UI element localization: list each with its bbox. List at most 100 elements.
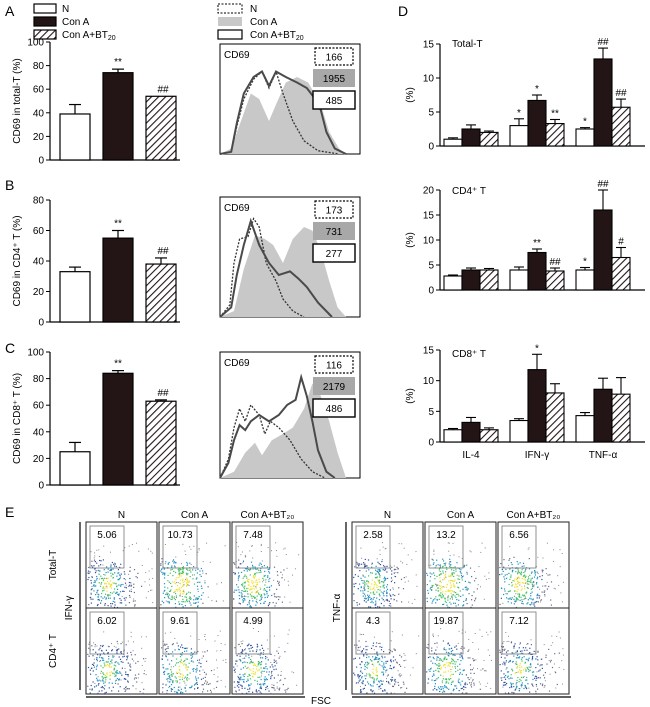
panel-letter-d: D bbox=[398, 3, 408, 19]
cell-event-dot bbox=[370, 677, 372, 679]
cell-event-dot bbox=[260, 594, 263, 596]
cell-event-dot bbox=[189, 576, 191, 578]
cell-event-dot bbox=[98, 570, 100, 572]
cell-event-dot bbox=[160, 604, 162, 606]
cell-event-dot bbox=[265, 581, 267, 583]
cell-event-dot bbox=[372, 642, 375, 644]
cell-event-dot bbox=[512, 584, 514, 586]
cell-event-dot bbox=[93, 584, 95, 586]
cell-event-dot bbox=[394, 659, 396, 661]
cell-event-dot bbox=[94, 552, 96, 554]
cell-event-dot bbox=[175, 606, 177, 608]
cell-event-dot bbox=[99, 660, 101, 662]
cell-event-dot bbox=[117, 569, 119, 571]
cell-event-dot bbox=[456, 593, 458, 595]
cell-event-dot bbox=[245, 655, 247, 657]
cell-event-dot bbox=[167, 673, 169, 675]
cell-event-dot bbox=[433, 553, 435, 555]
cell-event-dot bbox=[521, 650, 523, 652]
cell-event-dot bbox=[389, 667, 391, 669]
cell-event-dot bbox=[92, 663, 94, 665]
cell-event-dot bbox=[452, 649, 454, 652]
cell-event-dot bbox=[455, 596, 457, 599]
cell-event-dot bbox=[451, 575, 453, 577]
cell-event-dot bbox=[381, 655, 383, 657]
mfi-value-n: 166 bbox=[326, 53, 343, 64]
cell-event-dot bbox=[112, 573, 114, 575]
cell-event-dot bbox=[465, 692, 467, 694]
cell-event-dot bbox=[511, 677, 513, 679]
cell-event-dot bbox=[523, 565, 525, 567]
cell-event-dot bbox=[524, 570, 526, 573]
cell-event-dot bbox=[129, 663, 131, 665]
cell-event-dot bbox=[464, 683, 466, 685]
cell-event-dot bbox=[501, 679, 503, 681]
cell-event-dot bbox=[372, 656, 374, 658]
cell-event-dot bbox=[102, 644, 104, 647]
cell-event-dot bbox=[259, 683, 261, 685]
mfi-value-conabt: 486 bbox=[326, 404, 343, 415]
cell-event-dot bbox=[278, 598, 280, 601]
cell-event-dot bbox=[544, 672, 546, 674]
cell-event-dot bbox=[458, 681, 460, 683]
cell-event-dot bbox=[192, 574, 194, 576]
cell-event-dot bbox=[517, 571, 519, 573]
cell-event-dot bbox=[432, 600, 434, 602]
cell-event-dot bbox=[532, 684, 534, 686]
cell-event-dot bbox=[252, 670, 254, 673]
y-axis-label: (%) bbox=[405, 388, 416, 404]
cell-event-dot bbox=[239, 659, 241, 661]
cell-event-dot bbox=[446, 583, 448, 586]
cell-event-dot bbox=[471, 669, 473, 671]
cell-event-dot bbox=[457, 593, 459, 595]
cell-event-dot bbox=[239, 677, 241, 679]
cell-event-dot bbox=[260, 602, 262, 605]
cell-event-dot bbox=[546, 573, 548, 575]
cell-event-dot bbox=[190, 635, 192, 637]
cell-event-dot bbox=[499, 651, 501, 654]
y-tick-label: 20 bbox=[33, 287, 45, 298]
cell-event-dot bbox=[373, 596, 375, 599]
cell-event-dot bbox=[539, 669, 541, 671]
cell-event-dot bbox=[388, 652, 391, 654]
cell-event-dot bbox=[461, 577, 463, 579]
cell-event-dot bbox=[386, 592, 388, 595]
bar bbox=[145, 263, 177, 323]
cell-event-dot bbox=[261, 596, 263, 598]
cell-event-dot bbox=[405, 659, 407, 661]
cell-event-dot bbox=[234, 671, 236, 673]
cell-event-dot bbox=[361, 579, 363, 582]
cell-event-dot bbox=[372, 645, 374, 647]
cell-event-dot bbox=[376, 677, 378, 679]
cell-event-dot bbox=[222, 659, 224, 661]
cell-event-dot bbox=[451, 647, 453, 649]
cell-event-dot bbox=[448, 550, 450, 552]
cell-event-dot bbox=[482, 668, 484, 670]
cell-event-dot bbox=[449, 665, 451, 667]
cell-event-dot bbox=[503, 588, 506, 590]
cell-event-dot bbox=[173, 666, 175, 668]
cell-event-dot bbox=[513, 655, 515, 657]
cell-event-dot bbox=[542, 683, 544, 685]
cell-event-dot bbox=[379, 549, 381, 551]
cell-event-dot bbox=[279, 680, 281, 682]
cell-event-dot bbox=[258, 564, 260, 566]
cell-event-dot bbox=[526, 676, 528, 679]
cell-event-dot bbox=[186, 600, 188, 603]
cell-event-dot bbox=[523, 572, 525, 574]
cell-event-dot bbox=[168, 673, 170, 675]
cell-event-dot bbox=[100, 645, 102, 647]
cell-event-dot bbox=[177, 590, 179, 592]
cell-event-dot bbox=[379, 576, 381, 578]
cell-event-dot bbox=[242, 595, 243, 597]
cell-event-dot bbox=[255, 689, 257, 691]
cell-event-dot bbox=[521, 572, 523, 574]
cell-event-dot bbox=[252, 575, 254, 577]
cell-event-dot bbox=[238, 658, 240, 660]
cell-event-dot bbox=[385, 669, 387, 672]
cell-event-dot bbox=[450, 678, 452, 680]
cell-event-dot bbox=[439, 587, 441, 589]
cell-event-dot bbox=[183, 647, 186, 649]
cell-event-dot bbox=[127, 681, 129, 683]
cell-event-dot bbox=[101, 686, 103, 688]
